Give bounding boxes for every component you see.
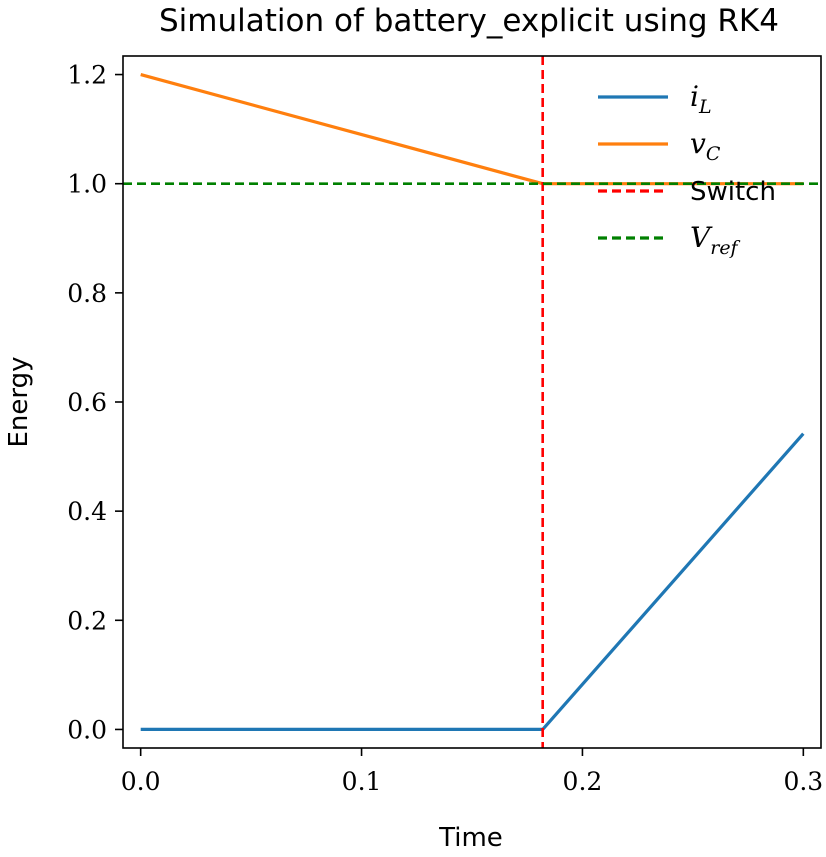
legend-label: Switch	[690, 177, 776, 207]
x-axis-label: Time	[438, 823, 503, 853]
y-tick-label: 1.0	[67, 170, 107, 199]
legend: iL vC Switch Vref	[598, 80, 776, 259]
y-tick-label: 0.2	[67, 606, 107, 635]
x-tick-label: 0.3	[783, 767, 823, 796]
x-tick-label: 0.1	[342, 767, 382, 796]
y-tick-label: 0.6	[67, 388, 107, 417]
legend-label: Vref	[690, 221, 741, 259]
y-tick-label: 1.2	[67, 61, 107, 90]
legend-label: iL	[690, 80, 712, 118]
y-tick-label: 0.4	[67, 497, 107, 526]
chart-title: Simulation of battery_explicit using RK4	[159, 3, 779, 39]
plot-area	[123, 56, 821, 748]
x-tick-label: 0.0	[121, 767, 161, 796]
legend-label: vC	[690, 127, 721, 165]
y-axis-label: Energy	[4, 356, 34, 447]
series-line-i-L	[140, 432, 805, 732]
axis-ticks: 0.0 0.1 0.2 0.3 0.0 0.2 0.4 0.6 0.8 1.0 1.2	[67, 61, 823, 796]
y-tick-label: 0.8	[67, 279, 107, 308]
y-tick-label: 0.0	[67, 715, 107, 744]
x-tick-label: 0.2	[563, 767, 603, 796]
